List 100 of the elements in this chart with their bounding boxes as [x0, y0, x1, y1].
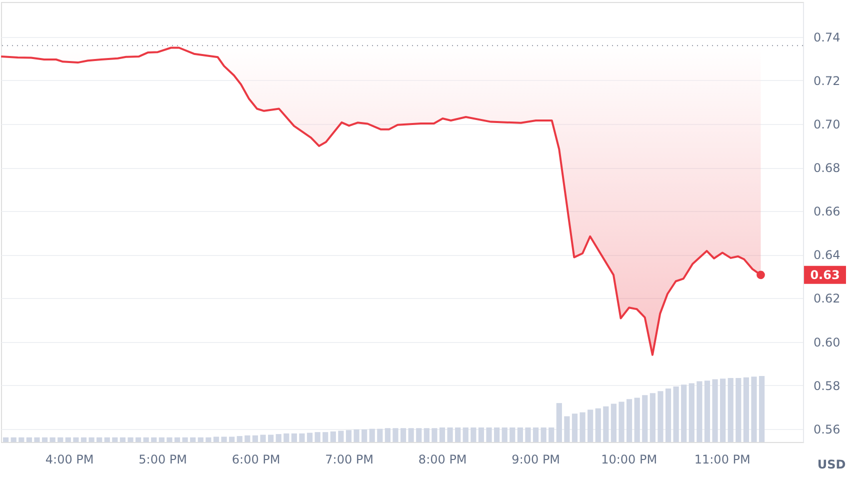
bar	[494, 427, 500, 442]
bar	[610, 404, 617, 442]
bar	[595, 408, 601, 442]
bar	[510, 427, 516, 442]
bar	[642, 395, 648, 442]
x-tick-label: 5:00 PM	[138, 452, 188, 466]
bar	[455, 427, 461, 442]
bar	[681, 384, 687, 442]
bar	[362, 429, 368, 442]
bar	[174, 437, 180, 442]
y-tick-label: 0.70	[814, 117, 840, 132]
bar	[80, 437, 87, 442]
bar	[580, 412, 586, 442]
bar	[213, 436, 220, 442]
bar	[26, 437, 32, 442]
bar	[758, 376, 765, 442]
bar	[478, 427, 484, 442]
bar	[392, 428, 398, 442]
bar	[120, 437, 126, 442]
y-tick-label: 0.62	[814, 292, 840, 306]
y-tick-label: 0.74	[814, 30, 840, 44]
x-tick-label: 4:00 PM	[45, 452, 94, 466]
bar	[88, 437, 94, 442]
bar	[548, 427, 554, 442]
bar	[291, 433, 297, 442]
bar	[58, 437, 64, 442]
bar	[751, 376, 757, 442]
bar	[532, 427, 539, 442]
bar	[236, 436, 242, 442]
bar	[564, 416, 570, 442]
x-tick-label: 7:00 PM	[325, 452, 374, 466]
bar	[268, 434, 274, 442]
bar	[424, 428, 430, 442]
bar	[470, 427, 476, 442]
bar	[673, 386, 679, 442]
bar	[720, 378, 726, 442]
bar	[260, 434, 266, 442]
x-tick-label: 10:00 PM	[601, 452, 658, 466]
y-tick-label: 0.72	[814, 74, 840, 88]
bar	[73, 437, 79, 442]
bar	[354, 429, 360, 442]
y-tick-label: 0.64	[814, 248, 840, 262]
bar	[618, 402, 624, 442]
bar	[276, 434, 282, 442]
bar	[502, 427, 508, 442]
x-tick-label: 8:00 PM	[418, 452, 467, 466]
bar	[743, 377, 750, 442]
bar	[572, 414, 578, 442]
bar	[306, 432, 313, 442]
bar	[369, 428, 375, 442]
y-tick-label: 0.56	[814, 422, 840, 436]
bar	[704, 380, 710, 442]
bar	[65, 437, 71, 442]
bar	[400, 428, 406, 442]
bar	[135, 437, 142, 442]
bar	[416, 428, 422, 442]
y-tick-label: 0.60	[814, 335, 840, 350]
x-tick-label: 9:00 PM	[512, 452, 560, 466]
bar	[439, 427, 446, 442]
bar	[190, 437, 196, 442]
bar	[252, 435, 258, 442]
bar	[658, 391, 664, 442]
bar	[50, 437, 56, 442]
bar	[284, 433, 290, 442]
bar	[18, 437, 24, 442]
y-tick-label: 0.66	[814, 204, 840, 219]
x-tick-label: 6:00 PM	[232, 452, 280, 466]
text: 0.63	[810, 268, 840, 282]
bar	[588, 410, 594, 442]
y-tick-label: 0.58	[814, 378, 840, 393]
bar	[3, 437, 9, 442]
bar	[198, 437, 204, 442]
bar	[665, 388, 672, 442]
bar	[104, 437, 110, 442]
bar	[206, 437, 212, 442]
bar	[728, 378, 734, 442]
bar	[462, 427, 468, 442]
bar	[128, 437, 134, 442]
bar	[96, 437, 102, 442]
bar	[10, 437, 16, 442]
bar	[229, 436, 235, 442]
bar	[486, 427, 492, 442]
bar	[736, 378, 742, 442]
bar	[330, 431, 336, 442]
bar	[525, 427, 531, 442]
bar	[338, 430, 344, 442]
y-tick-label: 0.68	[814, 161, 840, 176]
bar	[299, 433, 305, 442]
bar	[166, 437, 172, 442]
bar	[158, 437, 164, 442]
bar	[112, 437, 118, 442]
bar	[650, 393, 656, 442]
bar	[42, 437, 48, 442]
bar	[314, 432, 320, 442]
bar	[182, 437, 188, 442]
bar	[408, 428, 414, 442]
bar	[384, 428, 391, 442]
bar	[540, 427, 546, 442]
bar	[696, 381, 702, 442]
bar	[603, 406, 609, 442]
